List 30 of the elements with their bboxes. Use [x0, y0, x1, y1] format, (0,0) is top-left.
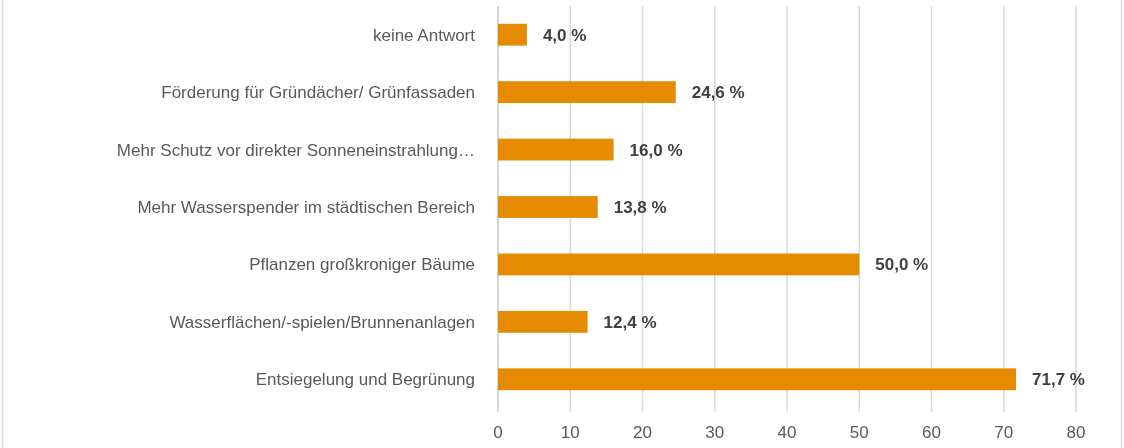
x-tick-label: 20 — [633, 423, 652, 442]
y-tick-label: Wasserflächen/-spielen/Brunnenanlagen — [169, 312, 475, 332]
data-label: 13,8 % — [613, 197, 667, 217]
x-tick-label: 80 — [1066, 423, 1086, 442]
y-tick-label: Mehr Wasserspender im städtischen Bereich — [137, 197, 475, 217]
data-label: 50,0 % — [875, 255, 929, 275]
bar — [498, 138, 614, 161]
x-tick-label: 10 — [560, 423, 580, 442]
bar — [498, 310, 588, 333]
x-tick-label: 70 — [994, 423, 1014, 442]
data-label: 12,4 % — [603, 312, 657, 332]
y-tick-label: Pflanzen großkroniger Bäume — [249, 255, 475, 275]
x-tick-label: 0 — [493, 423, 503, 442]
data-label: 24,6 % — [691, 83, 745, 103]
x-tick-label: 30 — [705, 423, 725, 442]
x-tick-label: 40 — [777, 423, 797, 442]
bar — [498, 253, 860, 276]
x-tick-label: 60 — [922, 423, 941, 442]
bar — [498, 81, 676, 104]
data-label: 16,0 % — [629, 140, 683, 160]
bar — [498, 368, 1017, 391]
y-tick-label: keine Antwort — [372, 25, 476, 45]
y-tick-label: Entsiegelung und Begrünung — [255, 370, 475, 390]
y-tick-label: Mehr Schutz vor direkter Sonneneinstrahlung… — [116, 140, 475, 160]
y-tick-label: Förderung für Gründächer/ Grünfassaden — [161, 83, 475, 103]
x-tick-label: 50 — [849, 423, 869, 442]
data-label: 71,7 % — [1032, 370, 1085, 390]
bar — [498, 23, 527, 46]
data-label: 4,0 % — [542, 25, 587, 45]
bar — [498, 196, 598, 218]
